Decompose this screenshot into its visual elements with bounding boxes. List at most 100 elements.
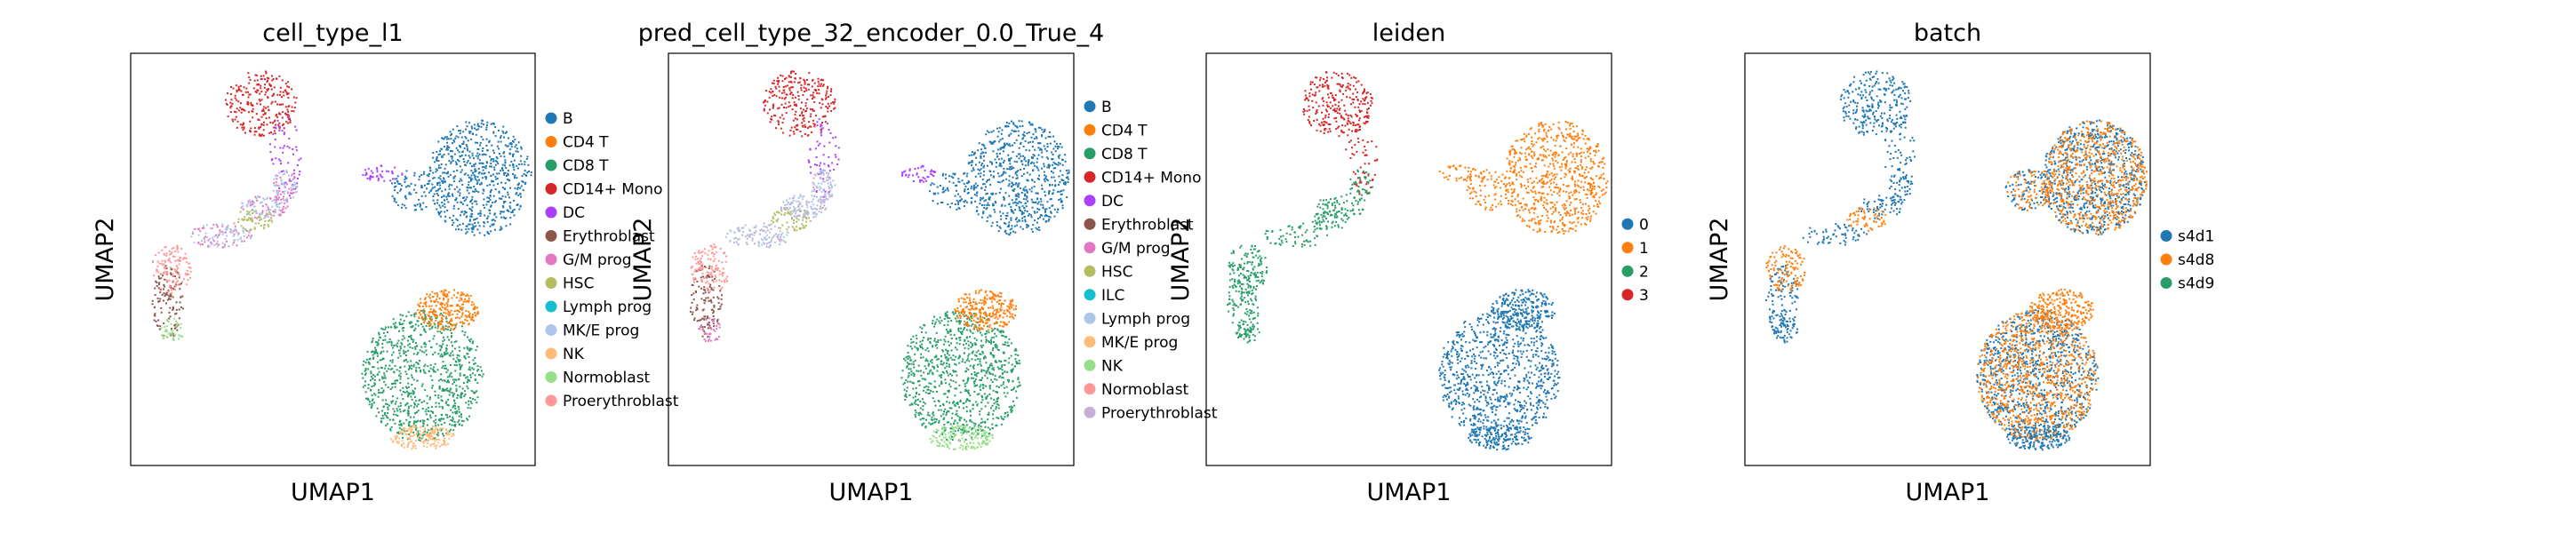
data-point: [168, 250, 171, 252]
data-point: [429, 438, 432, 441]
data-point: [219, 233, 221, 235]
data-point: [197, 228, 200, 231]
data-point: [432, 156, 435, 159]
data-point: [499, 228, 501, 231]
data-point: [1052, 147, 1055, 150]
data-point: [460, 201, 462, 203]
data-point: [1023, 158, 1026, 161]
data-point: [456, 291, 459, 294]
data-point: [391, 359, 394, 362]
data-point: [824, 209, 827, 211]
data-point: [769, 241, 772, 243]
data-point: [459, 306, 461, 308]
data-point: [439, 322, 441, 325]
data-point: [437, 434, 440, 437]
data-point: [927, 176, 930, 179]
data-point: [703, 299, 706, 302]
data-point: [446, 336, 449, 338]
data-point: [988, 131, 990, 134]
data-point: [526, 155, 529, 158]
data-point: [440, 303, 443, 306]
data-point: [377, 395, 380, 398]
data-point: [476, 402, 478, 404]
data-point: [257, 195, 260, 197]
data-point: [415, 433, 418, 435]
data-point: [1059, 163, 1061, 165]
data-point: [1043, 163, 1045, 165]
data-point: [484, 176, 486, 179]
data-point: [236, 107, 238, 110]
data-point: [769, 245, 772, 248]
data-point: [993, 209, 996, 211]
data-point: [830, 195, 833, 197]
data-point: [497, 182, 499, 185]
data-point: [394, 198, 396, 201]
data-point: [266, 89, 268, 91]
data-point: [175, 271, 177, 274]
data-point: [284, 185, 286, 187]
data-point: [471, 178, 474, 180]
data-point: [1046, 143, 1049, 146]
data-point: [473, 186, 476, 188]
data-point: [284, 89, 287, 91]
data-point: [472, 314, 474, 316]
data-point: [280, 179, 283, 181]
data-point: [804, 80, 806, 83]
data-point: [723, 272, 725, 274]
data-point: [459, 367, 461, 370]
data-point: [460, 146, 461, 148]
data-point: [474, 188, 476, 190]
data-point: [405, 390, 408, 393]
data-point: [440, 163, 443, 165]
data-point: [396, 410, 399, 412]
data-point: [474, 127, 476, 130]
data-point: [448, 183, 451, 186]
data-point: [446, 389, 449, 392]
data-point: [458, 423, 460, 426]
data-point: [396, 175, 399, 178]
data-point: [964, 322, 967, 325]
data-point: [974, 182, 977, 185]
data-point: [796, 129, 799, 131]
data-point: [780, 238, 782, 241]
data-point: [776, 235, 779, 237]
data-point: [401, 431, 403, 434]
data-point: [250, 237, 252, 240]
data-point: [476, 183, 478, 185]
data-point: [440, 399, 443, 402]
data-point: [456, 354, 459, 356]
data-point: [519, 193, 522, 195]
data-point: [409, 346, 412, 348]
data-point: [521, 180, 524, 182]
data-point: [287, 162, 290, 164]
data-point: [264, 113, 267, 115]
data-point: [397, 339, 400, 342]
data-point: [439, 175, 442, 178]
data-point: [1009, 228, 1012, 231]
data-point: [970, 196, 972, 199]
data-point: [941, 174, 944, 177]
data-point: [382, 417, 385, 419]
data-point: [962, 344, 964, 346]
data-point: [463, 356, 466, 359]
data-point: [469, 177, 472, 179]
data-point: [265, 212, 268, 215]
data-point: [1051, 176, 1053, 179]
data-point: [706, 280, 708, 282]
data-point: [1028, 161, 1029, 163]
data-point: [782, 131, 785, 134]
data-point: [489, 165, 492, 168]
data-point: [252, 212, 254, 215]
data-point: [504, 159, 507, 162]
data-point: [404, 181, 406, 183]
data-point: [470, 316, 473, 319]
data-point: [822, 154, 825, 156]
data-point: [245, 87, 248, 90]
data-point: [1006, 341, 1009, 344]
data-point: [998, 140, 1001, 143]
data-point: [480, 172, 483, 175]
data-point: [291, 175, 292, 177]
data-point: [422, 442, 425, 444]
data-point: [255, 91, 258, 94]
data-point: [439, 153, 442, 155]
